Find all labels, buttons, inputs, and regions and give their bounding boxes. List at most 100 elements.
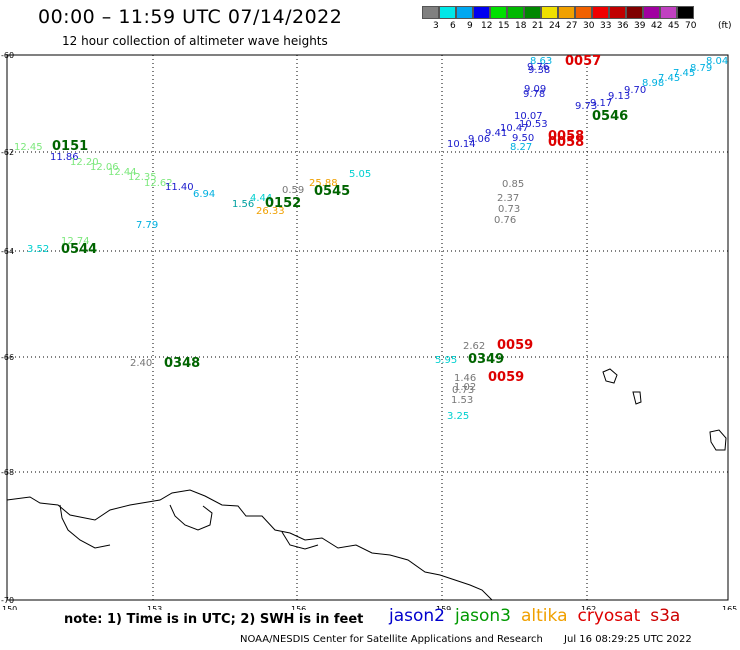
legend-label: 21 [532,21,544,31]
legend-label: 39 [634,21,646,31]
legend-label: 33 [600,21,612,31]
legend-label: 36 [617,21,629,31]
legend-swatch [439,6,456,19]
wave-height-map: 150 153 156 159 162 165 -60 -62 -64 -66 -68 -70 12.… [1,51,737,610]
wave-height-label: 7.45 [658,73,680,84]
pass-time-label: 0058 [548,135,584,150]
wave-height-label: 9.17 [590,98,612,109]
longitude-label: 162 [581,605,596,610]
legend-swatch [473,6,490,19]
wave-height-label: 12.20 [70,157,99,168]
wave-height-label: 0.73 [452,385,474,396]
longitude-label: 153 [147,605,162,610]
satellite-altika-label: altika [521,606,568,626]
pass-time-label: 0544 [61,242,97,257]
wave-height-label: 0.76 [494,215,516,226]
axis-labels: 150 153 156 159 162 165 -60 -62 -64 -66 -68 -70 [1,51,737,610]
wave-height-label: 9.50 [512,133,534,144]
wave-height-label: 1.53 [451,395,473,406]
wave-height-label: 1.56 [232,199,254,210]
latitude-label: -70 [1,596,14,605]
pass-time-label: 0152 [265,196,301,211]
island-3 [709,429,727,451]
wave-height-label: 7.45 [673,68,695,79]
legend-swatch [541,6,558,19]
legend-label: 15 [498,21,510,31]
legend-swatch [609,6,626,19]
legend-swatch [575,6,592,19]
wave-height-label: 10.07 [514,111,543,122]
longitude-label: 159 [436,605,451,610]
legend-swatch [507,6,524,19]
latitude-label: -68 [1,468,14,477]
legend-label: 12 [481,21,493,31]
wave-height-label: 6.94 [193,189,215,200]
wave-height-label: 8.79 [690,63,712,74]
generated-timestamp: Jul 16 08:29:25 UTC 2022 [564,634,692,645]
pass-time-label: 0545 [314,184,350,199]
wave-height-label: 2.37 [497,193,519,204]
wave-height-label: 8.63 [530,56,552,67]
legend-swatch [456,6,473,19]
legend-swatch [626,6,643,19]
island-2 [632,391,642,405]
wave-height-label: 12.35 [128,172,157,183]
wave-height-label: 3.25 [447,411,469,422]
pass-time-label: 0349 [468,352,504,367]
satellite-s3a-label: s3a [650,606,681,626]
wave-height-label: 8.04 [706,56,728,67]
latitude-label: -66 [1,353,14,362]
observation-labels: 12.45 015111.8612.2012.0612.4412.3512.621… [14,54,728,422]
wave-height-label: 7.79 [136,220,158,231]
legend-unit: (ft) [718,21,732,31]
pass-time-label: 0151 [52,139,88,154]
satellite-jason2-label: jason2 [389,606,445,626]
latitude-label: -60 [1,51,14,60]
wave-height-label: 5.05 [349,169,371,180]
island-1 [602,368,618,384]
latitude-label: -64 [1,247,14,256]
wave-height-label: 8.27 [510,142,532,153]
satellite-cryosat-label: cryosat [577,606,641,626]
wave-height-label: 12.45 [14,142,43,153]
wave-height-label: 12.74 [61,236,90,247]
coast-shelf [59,504,111,549]
wave-height-label: 10.47 [500,123,529,134]
coastline [6,368,727,601]
wave-height-label: 3.52 [27,244,49,255]
longitude-label: 165 [722,605,737,610]
color-legend [422,6,694,19]
wave-height-label: 0.85 [502,179,524,190]
latitude-label: -62 [1,148,14,157]
wave-height-label: 9.70 [624,85,646,96]
wave-height-label: 0.59 [282,185,304,196]
wave-height-label: 12.62 [144,178,173,189]
wave-height-label: 10.53 [519,119,548,130]
map-frame [6,54,729,601]
coast-inlet [169,504,213,531]
pass-time-label: 0348 [164,356,200,371]
legend-label: 3 [433,21,439,31]
color-legend-labels: 3 6 9 12 15 18 21 24 27 30 33 36 39 42 45 70 (ft) [422,21,740,33]
legend-label: 27 [566,21,578,31]
wave-height-label: 11.86 [50,152,79,163]
map-subtitle: 12 hour collection of altimeter wave hei… [62,34,328,48]
legend-label: 18 [515,21,527,31]
pass-time-label: 0546 [592,109,628,124]
longitude-label: 156 [291,605,306,610]
credit-line: NOAA/NESDIS Center for Satellite Applica… [240,634,692,645]
wave-height-label: 2.40 [130,358,152,369]
legend-label: 6 [450,21,456,31]
wave-height-label: 9.13 [608,91,630,102]
footnote: note: 1) Time is in UTC; 2) SWH is in fe… [64,612,364,627]
wave-height-label: 2.62 [463,341,485,352]
wave-height-label: 10.14 [447,139,476,150]
legend-swatch [524,6,541,19]
legend-swatch [643,6,660,19]
credit-text: NOAA/NESDIS Center for Satellite Applica… [240,634,543,645]
wave-height-label: 0.73 [498,204,520,215]
legend-swatch [490,6,507,19]
wave-height-label: 8.98 [642,78,664,89]
legend-label: 42 [651,21,663,31]
longitude-label: 150 [2,605,17,610]
